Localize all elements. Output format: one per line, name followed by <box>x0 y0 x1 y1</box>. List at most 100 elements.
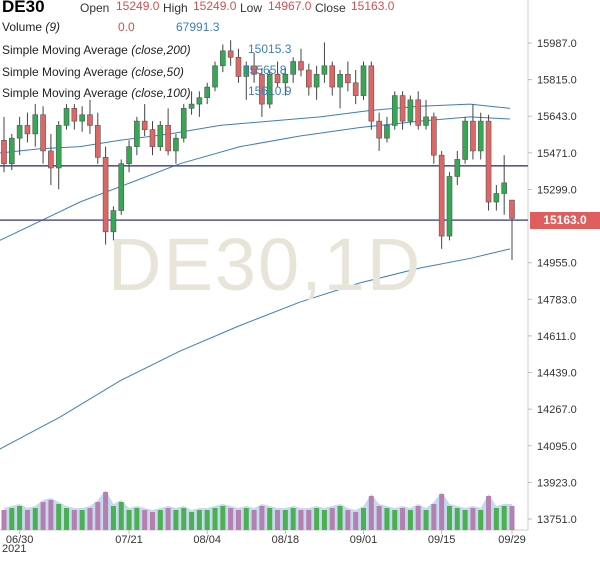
y-tick-label: 14439.0 <box>537 368 577 380</box>
candle-body <box>251 65 257 75</box>
volume-bar <box>118 502 124 530</box>
volume-bar <box>110 506 116 530</box>
x-tick-label: 09/01 <box>350 534 378 546</box>
candle-body <box>55 125 62 169</box>
volume-bar <box>337 506 343 530</box>
candle-body <box>274 73 281 84</box>
symbol-title[interactable]: DE30 <box>2 0 45 16</box>
candle-body <box>118 163 125 211</box>
volume-bar <box>181 508 187 530</box>
volume-bar <box>267 508 273 530</box>
volume-label: Volume <box>2 20 43 34</box>
candle-body <box>368 65 375 122</box>
volume-bar <box>376 506 382 530</box>
volume-bar <box>314 508 320 530</box>
sma50-label: Simple Moving Average <box>2 65 128 79</box>
y-tick-label: 14095.0 <box>537 441 577 453</box>
volume-bar <box>407 510 413 530</box>
candle-body <box>1 139 7 165</box>
candle-body <box>196 97 203 105</box>
volume-bar <box>142 510 148 530</box>
volume-bar <box>149 512 155 530</box>
volume-bar <box>321 510 327 530</box>
volume-bar <box>368 496 374 530</box>
volume-bar <box>189 512 195 530</box>
candle-body <box>415 99 422 126</box>
sma50-line <box>0 103 511 154</box>
volume-bar <box>446 506 452 530</box>
volume-bar <box>165 508 171 530</box>
x-tick-label: 08/04 <box>193 534 221 546</box>
volume-bar <box>212 508 218 530</box>
y-tick-label: 13923.0 <box>537 477 577 489</box>
candle-body <box>180 108 187 139</box>
candle-body <box>266 73 273 105</box>
volume-bar <box>509 506 515 530</box>
open-value: 15249.0 <box>116 0 160 13</box>
x-tick-label: 06/30 <box>6 534 34 546</box>
volume-bar <box>400 508 406 530</box>
volume-bar <box>87 508 93 530</box>
y-tick-label: 13751.0 <box>537 514 577 526</box>
volume-bar <box>470 508 476 530</box>
candle-body <box>399 95 406 122</box>
volume-value-1: 0.0 <box>118 20 135 34</box>
candle-body <box>329 65 336 88</box>
sma200-label: Simple Moving Average <box>2 43 128 57</box>
close-value: 15163.0 <box>351 0 395 13</box>
volume-bar <box>56 504 62 530</box>
candle-body <box>438 154 445 237</box>
x-tick-label: 08/18 <box>272 534 300 546</box>
sma100-line <box>0 116 511 241</box>
volume-bar <box>173 510 179 530</box>
sma200-param: (close,200) <box>131 43 191 57</box>
sma200-indicator-label[interactable]: Simple Moving Average (close,200) <box>2 43 191 57</box>
volume-bar <box>64 508 70 530</box>
candle-body <box>149 129 156 147</box>
volume-bar <box>103 492 109 530</box>
candle-body <box>337 73 343 88</box>
volume-bar <box>431 504 437 530</box>
volume-param: (9) <box>45 20 61 34</box>
volume-indicator-label[interactable]: Volume (9) <box>2 20 60 34</box>
volume-bar <box>454 508 460 530</box>
y-tick-label: 14955.0 <box>537 258 577 270</box>
volume-bar <box>95 502 101 530</box>
year-label: 2021 <box>2 543 27 555</box>
candle-body <box>384 125 390 139</box>
high-value: 15249.0 <box>193 0 237 13</box>
candle-body <box>9 137 15 165</box>
symbol-watermark: DE30,1D <box>108 223 423 306</box>
high-label: High <box>163 1 188 15</box>
sma50-indicator-label[interactable]: Simple Moving Average (close,50) <box>2 65 184 79</box>
volume-bar <box>345 510 351 530</box>
volume-bar <box>439 494 445 530</box>
volume-bar <box>17 506 23 530</box>
volume-bar <box>384 508 390 530</box>
y-tick-label: 15815.0 <box>537 75 577 87</box>
volume-bar <box>157 510 163 530</box>
sma100-indicator-label[interactable]: Simple Moving Average (close,100) <box>2 86 191 100</box>
candle-body <box>360 65 367 96</box>
candle-body <box>477 120 484 152</box>
volume-bar <box>392 510 398 530</box>
volume-bar <box>243 508 249 530</box>
sma50-param: (close,50) <box>131 65 184 79</box>
volume-bar <box>9 508 15 530</box>
open-label: Open <box>80 1 110 15</box>
y-tick-label: 15643.0 <box>537 111 577 123</box>
y-tick-label: 15987.0 <box>537 38 577 50</box>
low-value: 14967.0 <box>268 0 312 13</box>
candle-body <box>126 146 132 165</box>
candle-body <box>204 86 210 99</box>
volume-bar <box>196 510 202 530</box>
volume-bar <box>24 510 30 530</box>
candle-body <box>157 125 164 147</box>
candle-body <box>63 108 70 126</box>
candle-body <box>391 95 398 126</box>
candle-body <box>321 65 328 75</box>
close-label: Close <box>315 1 346 15</box>
sma100-value: 15610.9 <box>248 84 292 98</box>
